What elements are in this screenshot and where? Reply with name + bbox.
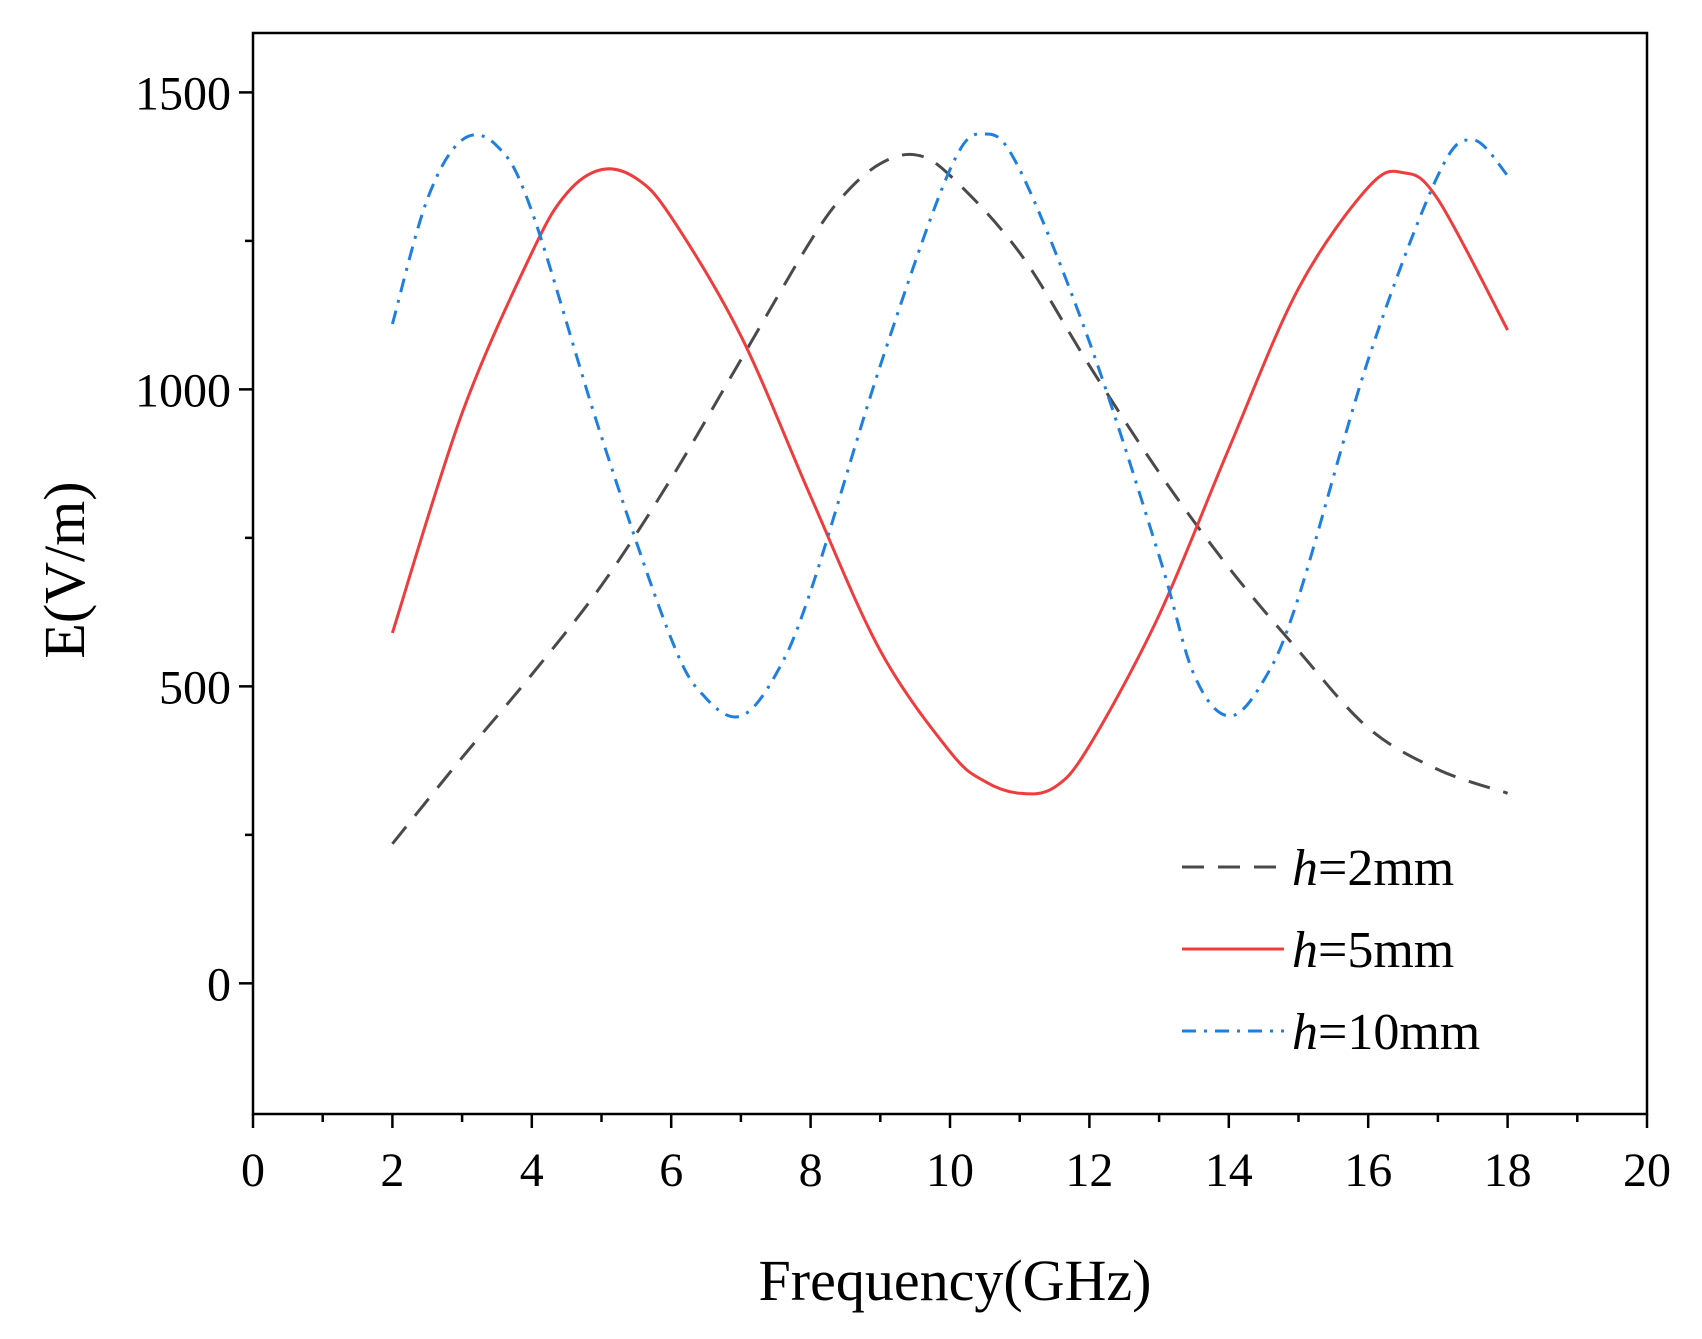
x-tick-label: 4 (520, 1144, 544, 1197)
series-layer (390, 132, 1509, 845)
legend-item-h10: h=10mm (1182, 1004, 1480, 1061)
y-axis-title: E(V/m) (32, 481, 97, 658)
x-tick-label: 6 (659, 1144, 683, 1197)
x-tick-label: 8 (799, 1144, 823, 1197)
x-tick-label: 18 (1484, 1144, 1532, 1197)
series-line-h5 (390, 167, 1509, 796)
y-tick-label: 1500 (135, 67, 231, 120)
y-axis-ticks: 0 500 1000 1500 (135, 67, 253, 1011)
legend-item-h5: h=5mm (1182, 922, 1454, 979)
x-tick-label: 10 (926, 1144, 974, 1197)
x-tick-label: 16 (1344, 1144, 1392, 1197)
legend-label-h2: h=2mm (1292, 840, 1454, 897)
x-tick-label: 14 (1205, 1144, 1253, 1197)
legend-label-h10: h=10mm (1292, 1004, 1480, 1061)
x-tick-label: 20 (1623, 1144, 1671, 1197)
legend-item-h2: h=2mm (1182, 840, 1454, 897)
legend-label-h5: h=5mm (1292, 922, 1454, 979)
legend: h=2mm h=5mm h=10mm (1182, 840, 1480, 1061)
x-tick-label: 12 (1065, 1144, 1113, 1197)
y-tick-label: 1000 (135, 364, 231, 417)
plot-area-frame (251, 31, 1649, 1116)
y-tick-label: 500 (159, 661, 231, 714)
series-line-h2 (391, 152, 1509, 845)
x-tick-label: 0 (241, 1144, 265, 1197)
y-tick-label: 0 (207, 958, 231, 1011)
x-tick-label: 2 (380, 1144, 404, 1197)
x-axis-title: Frequency(GHz) (759, 1248, 1152, 1313)
x-axis-ticks: 0 2 4 6 8 10 12 14 16 18 20 (241, 1114, 1671, 1197)
